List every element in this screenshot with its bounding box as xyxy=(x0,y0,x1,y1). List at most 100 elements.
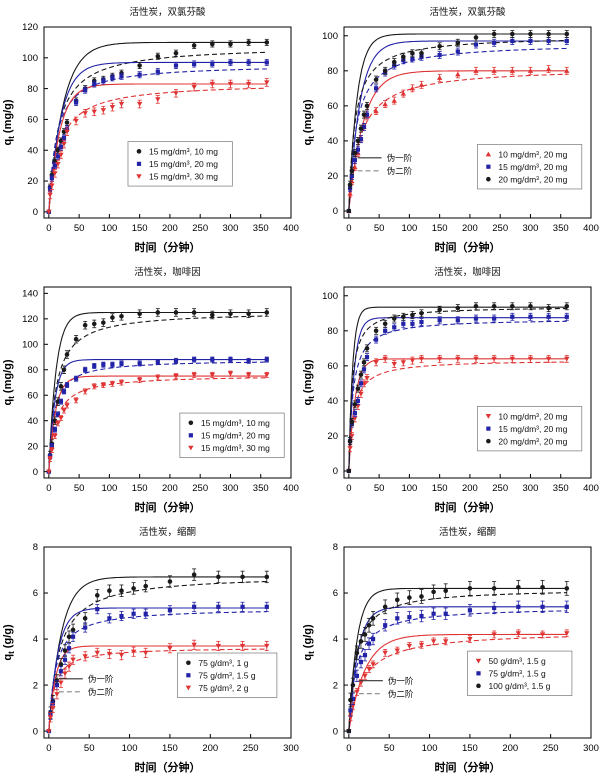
x-tick-label: 50 xyxy=(374,483,385,494)
y-tick-label: 40 xyxy=(327,136,338,147)
y-tick-label: 60 xyxy=(327,361,338,372)
legend-entry-label: 15 mg/dm³, 20 mg xyxy=(498,424,567,434)
y-tick-label: 0 xyxy=(33,726,38,737)
data-series-black xyxy=(46,568,270,734)
panel-diclofenac-dose: 活性炭，双氯芬酸 0 50 100 150 200 250 300 350 400 0 20 40 60 8… xyxy=(0,0,300,260)
x-tick-label: 150 xyxy=(132,223,148,234)
y-tick-label: 0 xyxy=(33,207,38,218)
x-tick-label: 350 xyxy=(253,483,269,494)
y-tick-label: 80 xyxy=(27,365,38,376)
legend-entry-label: 75 g/dm³, 1.5 g xyxy=(489,669,546,679)
marker-legend: 15 mg/dm³, 10 mg 15 mg/dm³, 20 mg 15 mg/dm… xyxy=(179,412,285,458)
fit-legend-label: 伪二阶 xyxy=(88,687,114,697)
data-series-red xyxy=(46,639,270,734)
x-tick-label: 300 xyxy=(523,483,539,494)
x-tick-label: 150 xyxy=(432,483,448,494)
x-tick-label: 0 xyxy=(346,483,351,494)
legend-entry-label: 15 mg/dm³, 10 mg xyxy=(201,418,270,428)
y-tick-label: 4 xyxy=(333,634,338,645)
axes: 0 50 100 150 200 250 300 0 2 4 6 8 xyxy=(333,542,599,754)
y-axis-label: qt (mg/g) xyxy=(2,359,16,405)
legend-entry-label: 50 g/dm³, 1.5 g xyxy=(489,656,546,666)
x-tick-label: 100 xyxy=(122,743,138,754)
legend-entry-label: 15 mg/dm³, 30 mg xyxy=(201,443,270,453)
legend-entry-label: 15 mg/dm³, 20 mg xyxy=(149,159,218,169)
x-axis-label: 时间（分钟） xyxy=(135,760,201,774)
y-tick-label: 6 xyxy=(33,588,38,599)
x-tick-label: 0 xyxy=(46,223,51,234)
data-series-red xyxy=(46,370,270,475)
x-tick-label: 0 xyxy=(346,743,351,754)
x-tick-label: 100 xyxy=(422,743,438,754)
y-tick-label: 4 xyxy=(33,634,38,645)
y-tick-label: 2 xyxy=(333,680,338,691)
y-tick-label: 0 xyxy=(333,726,338,737)
y-tick-label: 80 xyxy=(327,66,338,77)
x-axis-label: 时间（分钟） xyxy=(435,760,501,774)
chart-panel-svg: 活性炭，双氯芬酸 0 50 100 150 200 250 300 350 400 0 20 40 60 8… xyxy=(2,6,299,254)
y-tick-label: 100 xyxy=(22,340,38,351)
y-tick-label: 60 xyxy=(27,390,38,401)
x-tick-label: 200 xyxy=(162,223,178,234)
fit-curves-red xyxy=(348,633,567,732)
x-tick-label: 250 xyxy=(192,223,208,234)
x-tick-label: 0 xyxy=(46,743,51,754)
legend-entry-label: 10 mg/dm³, 20 mg xyxy=(498,411,567,421)
y-tick-label: 20 xyxy=(27,176,38,187)
x-tick-label: 200 xyxy=(502,743,518,754)
legend-entry-label: 100 g/dm³, 1.5 g xyxy=(489,681,551,691)
panel-title: 活性炭，双氯芬酸 xyxy=(129,6,206,18)
x-tick-label: 200 xyxy=(462,223,478,234)
legend-entry-label: 15 mg/dm³, 30 mg xyxy=(149,172,218,182)
fit-legend-label: 伪二阶 xyxy=(387,166,413,176)
chart-panel-svg: 活性炭，咖啡因 0 50 100 150 200 250 300 350 400 0 20 40 60 80… xyxy=(302,266,599,514)
legend-entry-label: 15 mg/dm³, 20 mg xyxy=(201,431,270,441)
x-tick-label: 300 xyxy=(583,743,599,754)
y-tick-label: 100 xyxy=(22,53,38,64)
x-tick-label: 400 xyxy=(583,223,599,234)
axes: 0 50 100 150 200 250 300 350 400 0 20 40 60 80 100 120 1… xyxy=(22,286,299,494)
x-tick-label: 400 xyxy=(283,223,299,234)
x-tick-label: 250 xyxy=(543,743,559,754)
panel-title: 活性炭，缩酮 xyxy=(139,526,196,538)
panel-title: 活性炭，缩酮 xyxy=(439,526,496,538)
y-tick-label: 40 xyxy=(27,145,38,156)
y-tick-label: 6 xyxy=(333,588,338,599)
y-tick-label: 40 xyxy=(327,396,338,407)
legend-entry-label: 75 g/dm³, 1 g xyxy=(198,658,248,668)
x-tick-label: 150 xyxy=(162,743,178,754)
x-tick-label: 100 xyxy=(101,223,117,234)
axes: 0 50 100 150 200 250 300 350 400 0 20 40 60 80 100 xyxy=(322,286,599,494)
y-tick-label: 120 xyxy=(22,314,38,325)
x-tick-label: 50 xyxy=(74,223,85,234)
x-tick-label: 250 xyxy=(192,483,208,494)
legend-entry-label: 15 mg/dm³, 10 mg xyxy=(149,147,218,157)
x-tick-label: 250 xyxy=(492,223,508,234)
x-tick-label: 100 xyxy=(101,483,117,494)
y-tick-label: 40 xyxy=(27,416,38,427)
x-tick-label: 400 xyxy=(583,483,599,494)
x-tick-label: 300 xyxy=(223,223,239,234)
data-series-red xyxy=(46,78,270,215)
y-tick-label: 8 xyxy=(333,542,338,553)
axes: 0 50 100 150 200 250 300 350 400 0 20 40 60 80 100 xyxy=(322,26,599,234)
x-tick-label: 250 xyxy=(243,743,259,754)
fit-legend-label: 伪二阶 xyxy=(388,689,414,699)
y-axis-label: qt (mg/g) xyxy=(302,359,316,405)
y-tick-label: 20 xyxy=(327,171,338,182)
y-axis-label: qt (g/g) xyxy=(2,624,16,661)
chart-panel-svg: 活性炭，缩酮 0 50 100 150 200 250 300 0 2 4 6 8 时间（分钟） qt (g… xyxy=(302,526,599,774)
fit-legend-label: 伪一阶 xyxy=(387,153,413,163)
y-tick-label: 8 xyxy=(33,542,38,553)
chart-panel-svg: 活性炭，咖啡因 0 50 100 150 200 250 300 350 400 0 20 40 60 80… xyxy=(2,266,299,514)
y-tick-label: 80 xyxy=(27,84,38,95)
fit-curves-red xyxy=(348,70,567,212)
x-tick-label: 300 xyxy=(223,483,239,494)
x-tick-label: 100 xyxy=(401,483,417,494)
panel-diclofenac-concentration: 活性炭，双氯芬酸 0 50 100 150 200 250 300 350 400 0 20 40 60 8… xyxy=(300,0,600,260)
y-tick-label: 120 xyxy=(22,22,38,33)
x-tick-label: 0 xyxy=(346,223,351,234)
y-tick-label: 20 xyxy=(327,431,338,442)
